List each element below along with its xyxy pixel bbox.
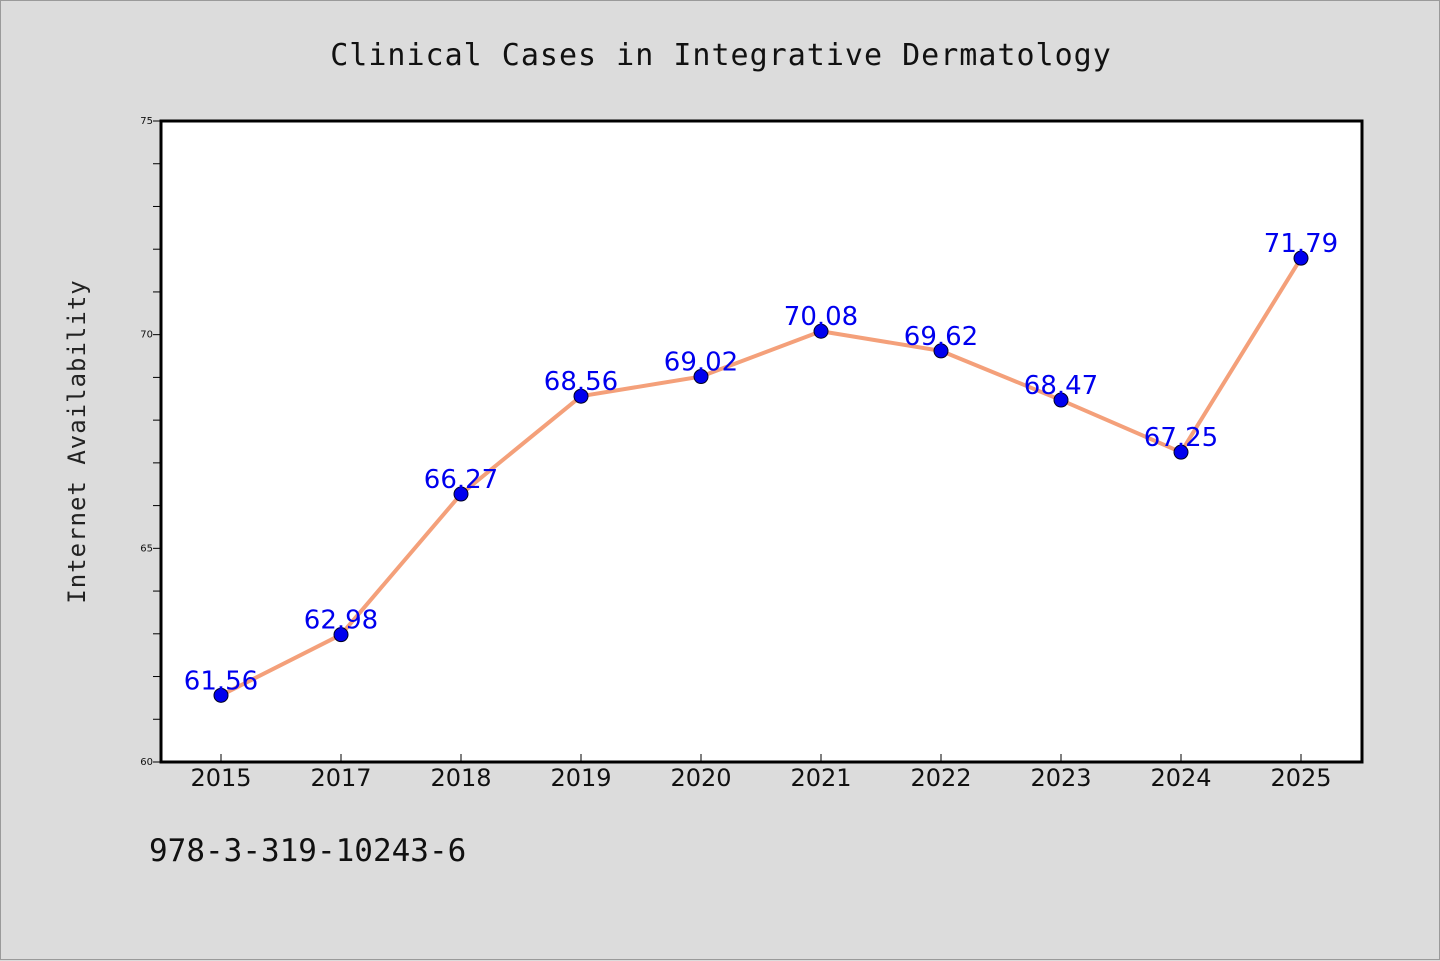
data-label: 66.27 [424, 465, 498, 495]
data-point [693, 369, 709, 385]
data-point [933, 343, 949, 359]
data-point [1053, 392, 1069, 408]
data-point [213, 687, 229, 703]
data-label: 69.02 [664, 348, 738, 378]
y-tick-label: 70 [140, 330, 153, 341]
data-point [453, 486, 469, 502]
plot-area [159, 119, 1364, 764]
data-label: 68.56 [544, 367, 618, 397]
data-point [813, 323, 829, 339]
chart-title: Clinical Cases in Integrative Dermatolog… [330, 38, 1112, 73]
data-label: 61.56 [184, 666, 258, 696]
x-tick-label: 2018 [430, 764, 491, 792]
x-tick-label: 2025 [1270, 764, 1331, 792]
x-tick-label: 2019 [550, 764, 611, 792]
data-label: 67.25 [1144, 423, 1218, 453]
axis-ticks: 60 65 70 75 2015 2017 2018 2019 2020 2021 2022 2023… [140, 116, 1331, 792]
y-tick-label: 75 [140, 116, 153, 127]
y-tick-label: 65 [140, 543, 153, 554]
x-tick-label: 2017 [310, 764, 371, 792]
y-tick-label: 60 [140, 757, 153, 768]
x-tick-label: 2021 [790, 764, 851, 792]
data-labels: 61.56 62.98 66.27 68.56 69.02 70.08 69.62 68.47… [184, 229, 1338, 696]
data-series [213, 250, 1309, 703]
data-label: 69.62 [904, 322, 978, 352]
data-point [333, 627, 349, 643]
y-axis-label: Internet Availability [63, 279, 91, 603]
series-line [219, 256, 1303, 698]
isbn-footer: 978-3-319-10243-6 [149, 833, 467, 869]
x-tick-label: 2023 [1030, 764, 1091, 792]
data-label: 70.08 [784, 302, 858, 332]
data-label: 62.98 [304, 606, 378, 636]
x-tick-label: 2024 [1150, 764, 1211, 792]
x-tick-label: 2015 [190, 764, 251, 792]
x-tick-label: 2022 [910, 764, 971, 792]
data-label: 71.79 [1264, 229, 1338, 259]
data-point [1293, 250, 1309, 266]
data-point [573, 388, 589, 404]
x-tick-label: 2020 [670, 764, 731, 792]
data-point [1173, 444, 1189, 460]
data-label: 68.47 [1024, 371, 1098, 401]
